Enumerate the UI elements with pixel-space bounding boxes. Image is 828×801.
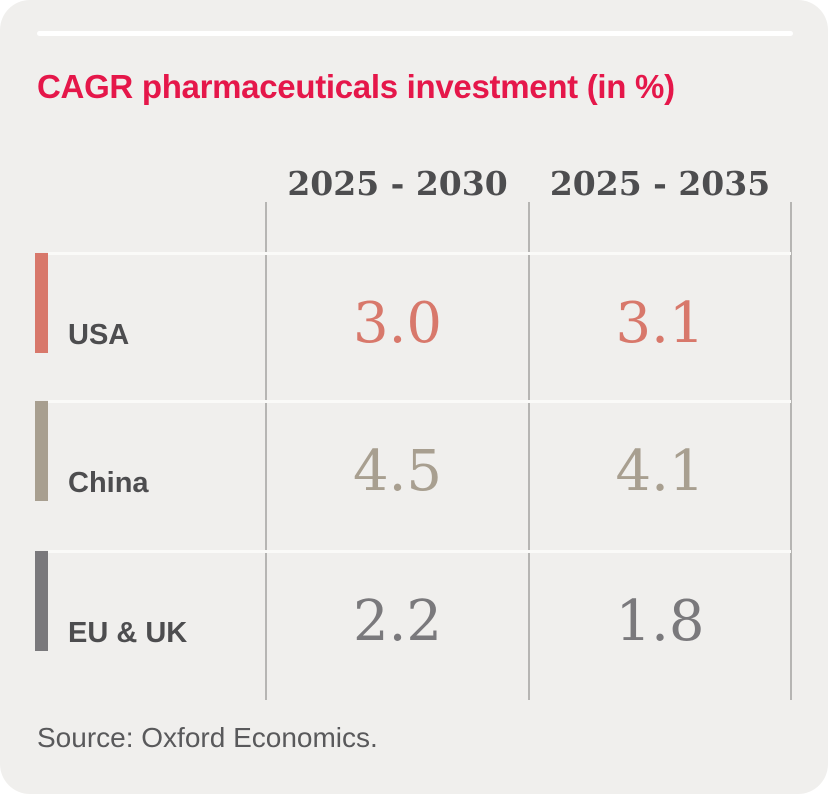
cell-value-2025-2030: 2.2	[352, 589, 443, 654]
table-row-china: China 4.5 4.1	[0, 400, 828, 550]
row-separator	[48, 252, 791, 255]
cell-value-2025-2030: 3.0	[352, 291, 443, 356]
row-color-bar	[35, 401, 48, 501]
table-row-usa: USA 3.0 3.1	[0, 252, 828, 402]
row-label: USA	[68, 319, 130, 351]
grid-vertical-line-left	[265, 202, 267, 700]
cell-value-2025-2030: 4.5	[352, 439, 443, 504]
row-separator	[48, 550, 791, 553]
row-color-bar	[35, 551, 48, 651]
source-note: Source: Oxford Economics.	[37, 722, 378, 753]
row-label: EU & UK	[68, 617, 188, 649]
column-header-2025-2035: 2025 - 2035	[549, 164, 771, 203]
top-divider-rule	[37, 31, 793, 36]
row-color-bar	[35, 253, 48, 353]
row-separator	[48, 400, 791, 403]
grid-vertical-line-middle	[528, 202, 530, 700]
cell-value-2025-2035: 1.8	[615, 589, 705, 654]
cell-value-2025-2035: 3.1	[615, 291, 705, 356]
cell-value-2025-2035: 4.1	[615, 439, 705, 504]
row-label: China	[68, 467, 149, 499]
column-header-2025-2030: 2025 - 2030	[287, 164, 508, 203]
chart-title: CAGR pharmaceuticals investment (in %)	[37, 68, 675, 105]
table-row-eu-uk: EU & UK 2.2 1.8	[0, 550, 828, 700]
grid-vertical-line-right	[790, 202, 792, 700]
